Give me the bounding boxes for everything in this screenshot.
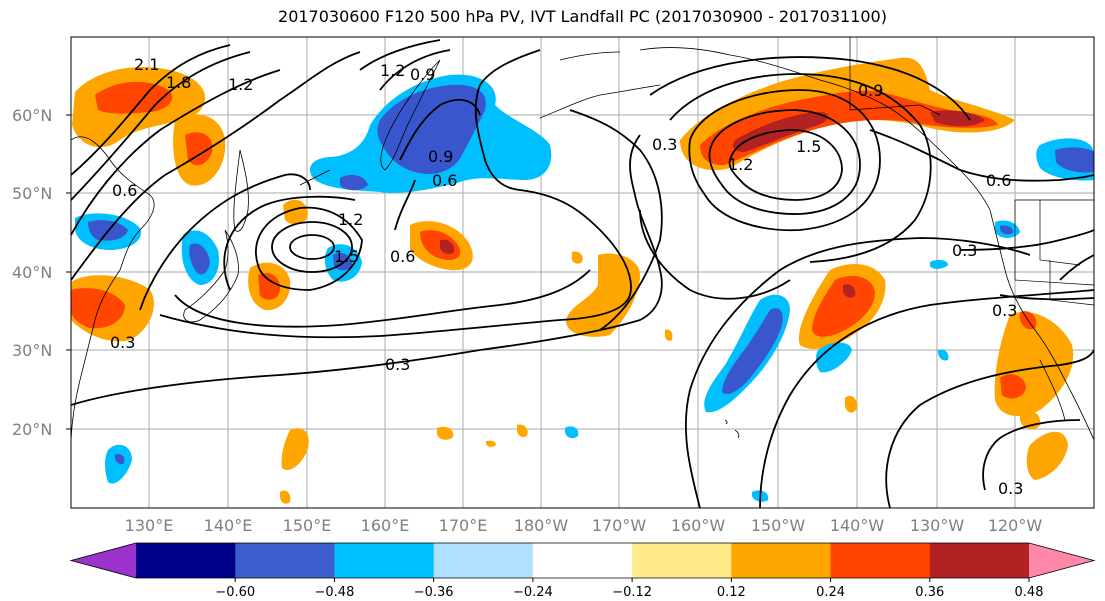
lat-label: 40°N [12,263,52,282]
colorbar-tick-label: 0.24 [816,585,845,600]
contour-label: 1.2 [228,75,253,94]
colorbar-tick-label: 0.36 [915,585,944,600]
contour-label: 0.6 [432,171,457,190]
colorbar-segment [731,543,832,578]
lon-label: 160°E [361,516,410,535]
contour-label: 1.5 [334,247,359,266]
contour-labels: 2.1 1.8 1.2 1.2 0.9 0.6 0.9 0.6 1.2 1.5 … [110,55,1023,498]
colorbar-tick-label: −0.60 [215,585,255,600]
colorbar-segment [929,543,1030,578]
lon-label: 180°W [514,516,569,535]
contour-label: 0.3 [385,355,410,374]
contour-label: 0.9 [410,65,435,84]
contour-label: 1.2 [728,155,753,174]
contour-label: 0.3 [952,241,977,260]
contour-label: 0.6 [986,171,1011,190]
colorbar-segment [235,543,335,578]
borders [849,37,1094,306]
lat-label: 30°N [12,341,52,360]
colorbar-extend-low [71,543,136,578]
lat-axis: 60°N 50°N 40°N 30°N 20°N [12,106,52,439]
lon-axis: 130°E 140°E 150°E 160°E 170°E 180°W 170°… [125,516,1043,535]
colorbar-extend-high [1029,543,1094,578]
contour-label: 0.6 [112,181,137,200]
contour-label: 1.2 [338,210,363,229]
chart-title: 2017030600 F120 500 hPa PV, IVT Landfall… [278,7,887,26]
contour-label: 0.9 [858,81,883,100]
contour-label: 0.3 [992,301,1017,320]
colorbar-tick-label: 0.12 [717,585,746,600]
colorbar [69,542,1096,579]
colorbar-outline [69,542,1096,579]
lon-label: 150°W [751,516,806,535]
lon-label: 130°W [910,516,965,535]
lon-label: 150°E [283,516,332,535]
contour-label: 1.8 [166,73,191,92]
lon-label: 120°W [988,516,1043,535]
contour-label: 1.5 [796,137,821,156]
colorbar-tick-label: 0.48 [1015,585,1044,600]
ivt-fill-negative [75,74,1094,502]
lon-label: 140°W [830,516,885,535]
lon-label: 160°W [671,516,726,535]
contour-label: 2.1 [134,55,159,74]
colorbar-segment [532,543,633,578]
coastlines [71,47,1094,441]
lon-label: 130°E [125,516,174,535]
map-content: 2.1 1.8 1.2 1.2 0.9 0.6 0.9 0.6 1.2 1.5 … [71,37,1094,508]
contour-label: 1.2 [380,61,405,80]
contour-label: 0.3 [652,135,677,154]
colorbar-segment [136,543,236,578]
colorbar-segment [632,543,732,578]
lat-label: 50°N [12,184,52,203]
axis-ticks [66,114,71,430]
colorbar-tick-label: −0.24 [513,585,553,600]
lon-label: 170°W [592,516,647,535]
colorbar-tick-label: −0.36 [414,585,454,600]
contour-label: 0.3 [110,333,135,352]
colorbar-segment [334,543,435,578]
colorbar-labels: −0.60 −0.48 −0.36 −0.24 −0.12 0.12 0.24 0.36 0.4… [215,578,1044,600]
lon-label: 170°E [439,516,488,535]
lat-label: 60°N [12,106,52,125]
pv-contours [71,39,1094,508]
colorbar-tick-label: −0.12 [612,585,652,600]
colorbar-segment [830,543,931,578]
lon-label: 140°E [204,516,253,535]
lat-label: 20°N [12,420,52,439]
contour-label: 0.3 [998,479,1023,498]
colorbar-segment [433,543,534,578]
contour-label: 0.6 [390,247,415,266]
colorbar-tick-label: −0.48 [315,585,355,600]
ivt-fill-positive [71,57,1074,504]
contour-label: 0.9 [428,147,453,166]
